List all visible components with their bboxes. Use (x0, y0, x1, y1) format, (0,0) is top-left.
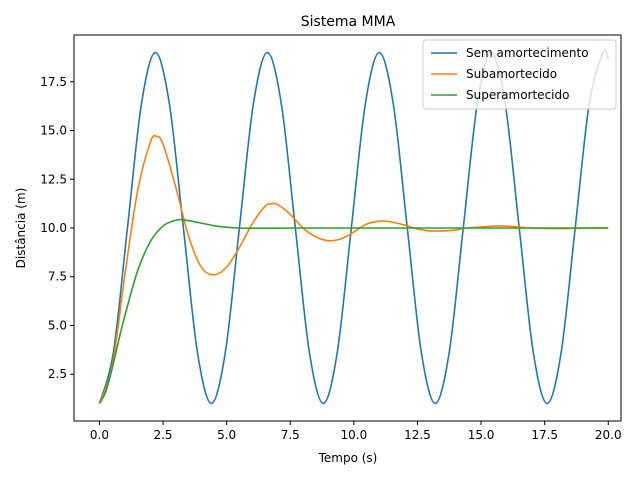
legend-entry-label: Superamortecido (466, 88, 569, 102)
x-tick-label: 17.5 (531, 428, 558, 442)
legend-entry-label: Sem amortecimento (466, 46, 589, 60)
y-tick-label: 7.5 (48, 270, 67, 284)
series-line-1 (98, 134, 609, 404)
y-tick-label: 2.5 (48, 367, 67, 381)
plot-area (98, 49, 610, 405)
x-tick-label: 12.5 (404, 428, 431, 442)
series-layer (98, 49, 610, 405)
y-tick-label: 17.5 (40, 75, 67, 89)
y-tick-label: 10.0 (40, 221, 67, 235)
series-line-0 (98, 49, 610, 405)
x-tick-label: 2.5 (153, 428, 172, 442)
x-tick-label: 20.0 (595, 428, 622, 442)
x-tick-label: 15.0 (468, 428, 495, 442)
y-tick-label: 5.0 (48, 318, 67, 332)
x-axis-label: Tempo (s) (318, 451, 378, 465)
x-tick-label: 0.0 (90, 428, 109, 442)
legend-entry-label: Subamortecido (466, 67, 557, 81)
y-tick-label: 15.0 (40, 124, 67, 138)
y-tick-label: 12.5 (40, 172, 67, 186)
chart-title: Sistema MMA (301, 14, 396, 30)
x-tick-label: 5.0 (217, 428, 236, 442)
series-line-2 (98, 218, 609, 404)
y-axis-ticks: 2.5 5.0 7.5 10.0 12.5 15.0 17.5 (40, 75, 74, 381)
x-tick-label: 7.5 (281, 428, 300, 442)
x-tick-label: 10.0 (341, 428, 368, 442)
legend: Sem amortecimento Subamortecido Superamort… (422, 39, 617, 110)
y-axis-label: Distância (m) (14, 188, 28, 269)
x-axis-ticks: 0.0 2.5 5.0 7.5 10.0 12.5 15.0 17.5 20.0 (90, 421, 622, 442)
legend-box (422, 39, 617, 110)
